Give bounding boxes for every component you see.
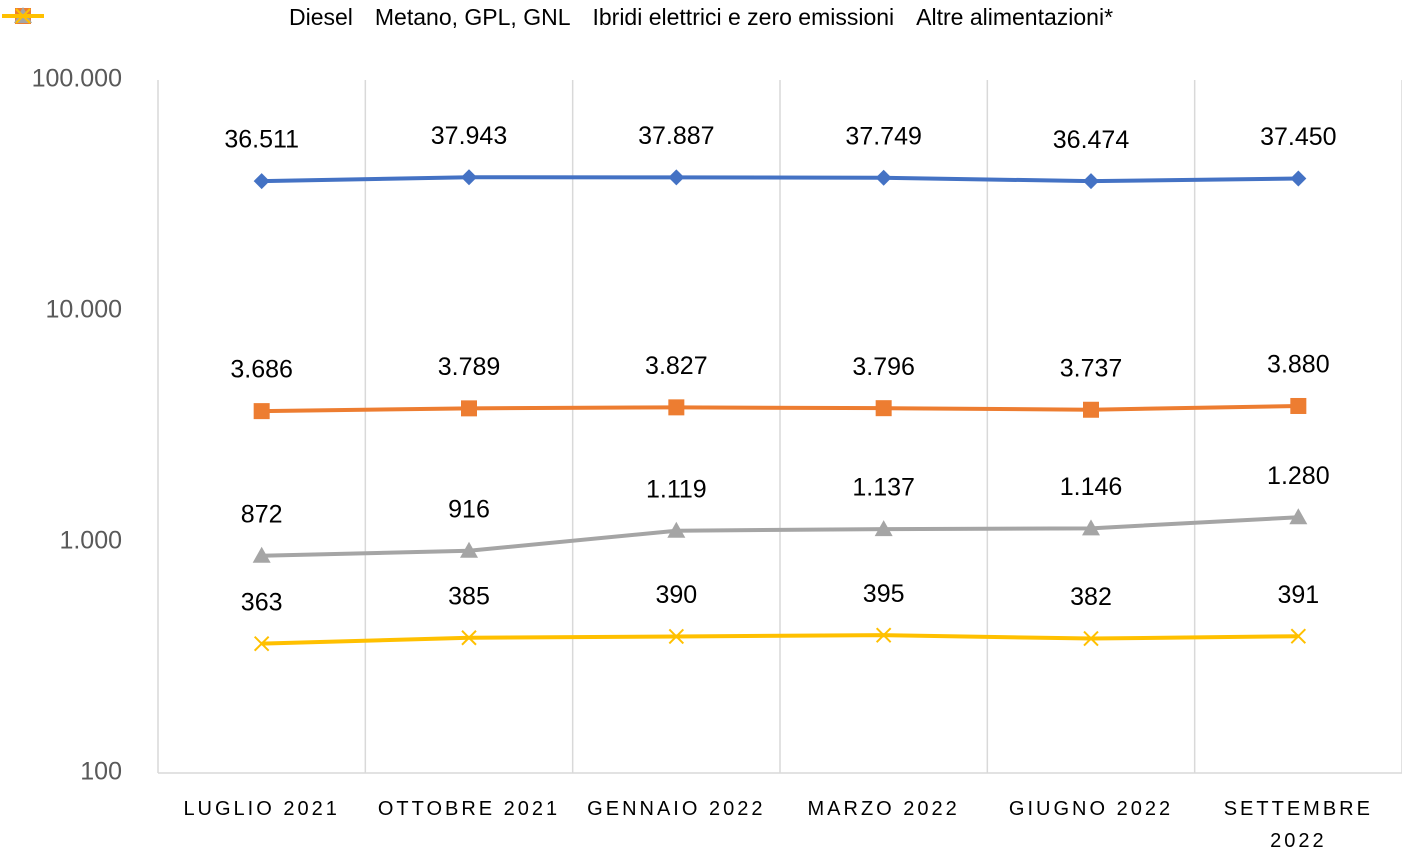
data-label: 916	[448, 495, 490, 523]
marker	[874, 520, 893, 537]
y-tick-label: 10.000	[46, 296, 122, 324]
marker	[1290, 397, 1307, 414]
marker	[668, 628, 685, 645]
data-label: 385	[448, 582, 490, 610]
marker	[875, 400, 892, 417]
marker	[253, 403, 270, 420]
y-tick-label: 1.000	[59, 527, 122, 555]
series-line	[261, 515, 1299, 558]
data-label: 363	[241, 588, 283, 616]
marker	[461, 400, 477, 417]
y-tick-label: 100	[80, 758, 122, 786]
marker	[253, 635, 270, 652]
marker	[1083, 630, 1099, 647]
data-label: 3.796	[852, 353, 915, 381]
marker	[1290, 628, 1307, 644]
data-label: 36.474	[1053, 126, 1130, 154]
marker	[1083, 401, 1099, 418]
marker	[668, 169, 685, 186]
legend-item: Ibridi elettrici e zero emissioni	[2, 4, 895, 31]
data-label: 391	[1277, 581, 1319, 609]
data-label: 3.737	[1060, 354, 1123, 382]
data-label: 382	[1070, 583, 1112, 611]
marker	[252, 546, 271, 563]
legend-label: Ibridi elettrici e zero emissioni	[592, 4, 895, 30]
marker	[875, 169, 892, 186]
data-label: 1.280	[1267, 462, 1330, 490]
legend-item: Metano, GPL, GNL	[2, 4, 571, 31]
marker	[1290, 170, 1307, 187]
x-tick-label: GENNAIO 2022	[587, 798, 766, 820]
data-label: 1.137	[852, 474, 915, 502]
marker	[461, 630, 477, 646]
x-tick-label: OTTOBRE 2021	[377, 798, 561, 820]
data-label: 1.119	[646, 475, 707, 503]
x-tick-label: MARZO 2022	[807, 798, 960, 820]
data-label: 37.749	[845, 122, 921, 150]
marker	[1289, 508, 1308, 525]
x-tick-label: GIUGNO 2022	[1008, 798, 1174, 820]
data-label: 872	[241, 500, 283, 528]
marker	[668, 399, 685, 416]
legend-label: Altre alimentazioni*	[916, 4, 1114, 30]
data-label: 3.827	[645, 352, 708, 380]
x-tick-label: SETTEMBRE 2022	[1223, 798, 1373, 852]
data-label: 395	[863, 580, 905, 608]
marker	[460, 541, 478, 558]
legend-item: Altre alimentazioni*	[2, 4, 1114, 31]
data-label: 37.943	[431, 122, 507, 150]
data-label: 390	[655, 581, 697, 609]
y-tick-label: 100.000	[32, 65, 122, 93]
data-label: 36.511	[224, 126, 299, 154]
data-label: 1.146	[1060, 473, 1123, 501]
marker	[875, 627, 892, 643]
marker	[1082, 519, 1100, 536]
legend-swatch	[2, 8, 44, 24]
series-line	[261, 175, 1299, 184]
data-label: 3.880	[1267, 351, 1330, 379]
data-label: 37.450	[1260, 123, 1336, 151]
marker	[461, 169, 477, 186]
series-line	[261, 403, 1299, 414]
legend-item: Diesel	[2, 4, 353, 31]
marker	[15, 8, 31, 24]
marker	[253, 173, 270, 190]
x-tick-label: LUGLIO 2021	[183, 798, 340, 820]
marker	[1083, 173, 1099, 190]
legend: Diesel Metano, GPL, GNL Ibridi elettrici e…	[0, 4, 1402, 31]
data-label: 3.789	[438, 353, 501, 381]
data-label: 3.686	[230, 356, 293, 384]
legend-label: Metano, GPL, GNL	[374, 4, 571, 30]
series-line	[261, 633, 1299, 646]
marker	[667, 521, 686, 538]
data-label: 37.887	[638, 122, 714, 150]
legend-label: Diesel	[288, 4, 353, 30]
